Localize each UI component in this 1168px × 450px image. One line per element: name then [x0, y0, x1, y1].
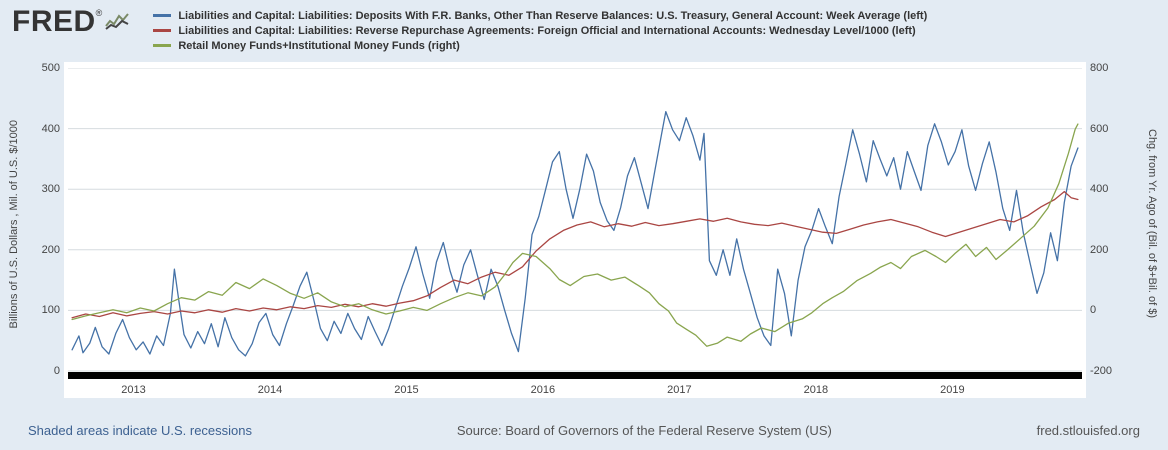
fred-logo-text: FRED — [12, 5, 96, 38]
y-axis-right-tick: 200 — [1090, 243, 1109, 256]
source-text: Source: Board of Governors of the Federa… — [456, 423, 832, 438]
y-axis-left-tick: 0 — [53, 365, 60, 377]
right-axis-title: Chg. from Yr. Ago of (Bil. of $+Bil. of … — [1146, 129, 1158, 319]
y-axis-left-tick: 200 — [41, 243, 60, 256]
y-axis-right-tick: 400 — [1090, 183, 1109, 196]
legend-item-tga: Liabilities and Capital: Liabilities: De… — [153, 8, 927, 23]
legend-label: Liabilities and Capital: Liabilities: Re… — [178, 24, 916, 37]
y-axis-left-tick: 400 — [41, 122, 60, 135]
x-axis-tick: 2017 — [667, 384, 692, 396]
legend-label: Retail Money Funds+Institutional Money F… — [178, 39, 460, 52]
y-axis-left-tick: 100 — [41, 304, 60, 317]
y-axis-right-tick: 600 — [1090, 122, 1109, 135]
x-axis-tick: 2019 — [940, 384, 965, 396]
legend-item-reverse-repo: Liabilities and Capital: Liabilities: Re… — [153, 23, 927, 38]
y-axis-right-tick: 800 — [1090, 62, 1109, 74]
x-axis-tick: 2016 — [530, 384, 556, 396]
legend-swatch-green — [153, 44, 172, 47]
chart-area: Billions of U.S. Dollars , Mil. of U.S. … — [0, 62, 1168, 400]
fred-logo[interactable]: FRED ® — [12, 5, 131, 38]
y-axis-right-tick: 0 — [1090, 304, 1097, 317]
x-axis-tick: 2013 — [121, 384, 146, 396]
legend-item-money-funds: Retail Money Funds+Institutional Money F… — [153, 38, 927, 53]
x-axis-tick: 2015 — [394, 384, 419, 396]
legend-swatch-red — [153, 29, 172, 32]
legend-swatch-blue — [153, 14, 172, 17]
fred-site-link[interactable]: fred.stlouisfed.org — [1036, 423, 1140, 438]
y-axis-left-tick: 300 — [41, 183, 60, 196]
y-axis-right-tick: -200 — [1090, 365, 1113, 377]
footer: Shaded areas indicate U.S. recessions So… — [0, 423, 1168, 438]
fred-logo-chart-icon — [105, 12, 130, 35]
legend-label: Liabilities and Capital: Liabilities: De… — [178, 9, 928, 22]
y-axis-left-tick: 500 — [41, 62, 60, 74]
left-axis-title: Billions of U.S. Dollars , Mil. of U.S. … — [8, 119, 20, 329]
header: FRED ® Liabilities and Capital: Liabilit… — [12, 5, 1160, 53]
plot-canvas[interactable] — [68, 68, 1082, 380]
x-axis-tick: 2018 — [803, 384, 829, 396]
legend: Liabilities and Capital: Liabilities: De… — [153, 8, 927, 53]
recession-note-link[interactable]: Shaded areas indicate U.S. recessions — [28, 423, 253, 438]
x-axis-tick: 2014 — [257, 384, 283, 396]
registered-mark: ® — [95, 8, 103, 18]
